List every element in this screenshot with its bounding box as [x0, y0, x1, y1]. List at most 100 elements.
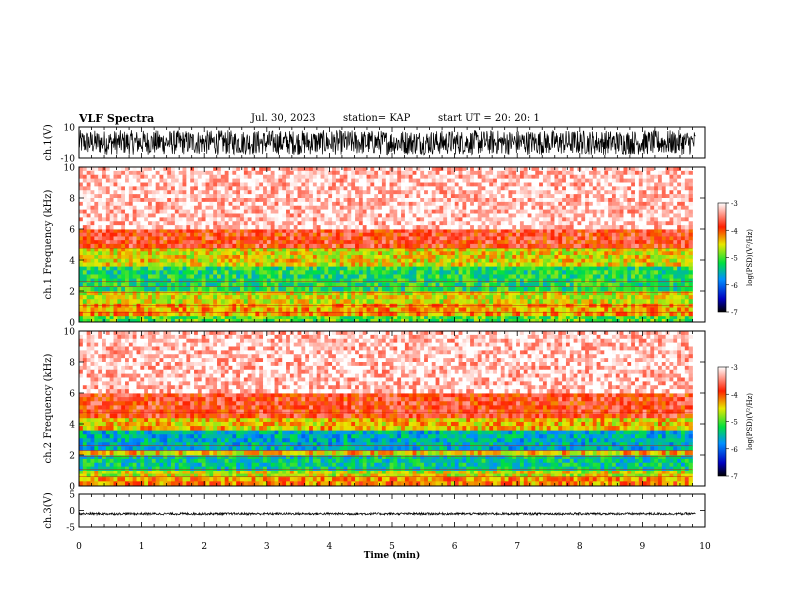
ch1-spec-cell [539, 274, 544, 279]
ch1-spec-cell [132, 247, 137, 252]
ch1-spec-cell [404, 282, 410, 288]
ch1-spec-cell [324, 262, 329, 267]
ch1-spec-cell [443, 270, 448, 275]
ch1-spec-cell [197, 311, 203, 317]
ch1-spec-cell [282, 255, 287, 260]
ch1-spec-cell [385, 178, 390, 183]
ch1-spec-cell [98, 278, 103, 284]
ch1-spec-cell [209, 262, 214, 267]
ch1-spec-cell [328, 243, 333, 248]
ch1-spec-cell [420, 240, 425, 245]
ch1-spec-cell [171, 274, 176, 279]
ch1-spec-cell [155, 282, 160, 288]
ch1-spec-cell [136, 266, 141, 271]
ch1-spec-cell [454, 174, 459, 180]
ch1-spec-cell [140, 190, 145, 195]
ch1-spec-cell [332, 229, 337, 234]
ch1-spec-cell [669, 232, 674, 237]
ch1-spec-cell [282, 266, 287, 271]
ch1-spec-cell [167, 299, 172, 304]
ch1-spec-cell [489, 255, 494, 260]
ch1-spec-cell [309, 295, 314, 300]
ch1-spec-cell [408, 232, 413, 237]
ch1-spec-cell [512, 282, 517, 288]
ch1-spec-cell [339, 258, 344, 263]
ch1-spec-cell [113, 247, 118, 252]
ch1-spec-cell [358, 240, 364, 245]
ch1-spec-cell [347, 307, 352, 313]
ch1-spec-cell [447, 240, 452, 245]
ch1-spec-cell [611, 178, 617, 183]
ch1-spec-cell [523, 274, 528, 279]
ch1-spec-cell [669, 236, 674, 241]
ch1-spec-cell [619, 167, 624, 172]
ch1-spec-cell [79, 243, 84, 248]
ch1-spec-cell [485, 167, 490, 172]
ch1-spec-cell [301, 278, 306, 284]
ch1-spec-cell [504, 186, 509, 191]
ch1-spec-cell [481, 247, 486, 252]
ch1-spec-cell [209, 186, 214, 191]
ch1-spec-cell [435, 243, 440, 248]
ch1-spec-cell [293, 258, 298, 263]
ch1-spec-cell [270, 182, 275, 187]
ch1-spec-cell [481, 282, 486, 288]
ch1-spec-cell [424, 307, 429, 313]
ch1-spec-cell [232, 274, 237, 279]
ch1-spec-cell [186, 190, 191, 195]
ch1-spec-cell [393, 178, 398, 183]
ch1-spec-cell [623, 255, 628, 260]
ch1-spec-cell [328, 258, 333, 263]
ch1-spec-cell [370, 307, 375, 313]
ch1-spec-cell [339, 251, 344, 256]
ch1-spec-cell [431, 229, 436, 234]
ch1-spec-cell [431, 278, 436, 284]
ch1-spec-cell [347, 182, 352, 187]
ch1-spec-cell [94, 318, 99, 323]
ch1-spec-cell [305, 307, 310, 313]
ch1-spec-cell [508, 270, 513, 275]
ch1-spec-cell [171, 247, 176, 252]
ch1-spec-cell [201, 255, 206, 260]
ch1-spec-cell [581, 262, 586, 267]
ch1-spec-cell [186, 307, 191, 313]
ch1-spec-cell [562, 262, 567, 267]
ch1-spec-cell [408, 295, 413, 300]
ch1-spec-cell [140, 315, 145, 320]
ch1-spec-cell [539, 286, 544, 292]
ch1-spec-cell [462, 251, 467, 256]
ch1-spec-cell [634, 182, 640, 187]
ch1-spec-cell [105, 167, 111, 172]
ch1-spec-cell [401, 258, 406, 263]
ch1-spec-cell [243, 291, 249, 296]
ch1-spec-cell [347, 262, 352, 267]
ch1-spec-cell [167, 190, 172, 195]
ch1-spec-cell [347, 247, 352, 252]
ch1-spec-cell [565, 243, 571, 248]
ch1-spec-cell [148, 291, 153, 296]
ch1-spec-cell [450, 278, 456, 284]
ch1-spec-cell [669, 291, 674, 296]
ch1-spec-cell [297, 182, 302, 187]
ch1-spec-cell [542, 282, 548, 288]
ch1-spec-cell [105, 170, 111, 176]
ch1-spec-cell [443, 266, 448, 271]
ch1-spec-cell [535, 174, 540, 180]
ch1-spec-cell [443, 262, 448, 267]
ch1-spec-cell [615, 315, 621, 320]
ch1-spec-cell [255, 274, 260, 279]
ch1-spec-cell [389, 232, 394, 237]
ch1-spec-cell [420, 291, 425, 296]
ch1-spec-cell [638, 247, 644, 252]
ch1-spec-cell [577, 299, 582, 304]
ch1-spec-cell [397, 291, 402, 296]
ch1-spec-cell [600, 286, 605, 292]
ch1-spec-cell [328, 274, 333, 279]
ch1-spec-cell [558, 182, 563, 187]
ch1-spec-cell [159, 266, 164, 271]
ch1-spec-cell [247, 291, 252, 296]
ch1-spec-cell [378, 258, 383, 263]
ch1-spec-cell [385, 299, 390, 304]
ch1-spec-cell [523, 315, 528, 320]
ch1-spec-cell [324, 232, 329, 237]
